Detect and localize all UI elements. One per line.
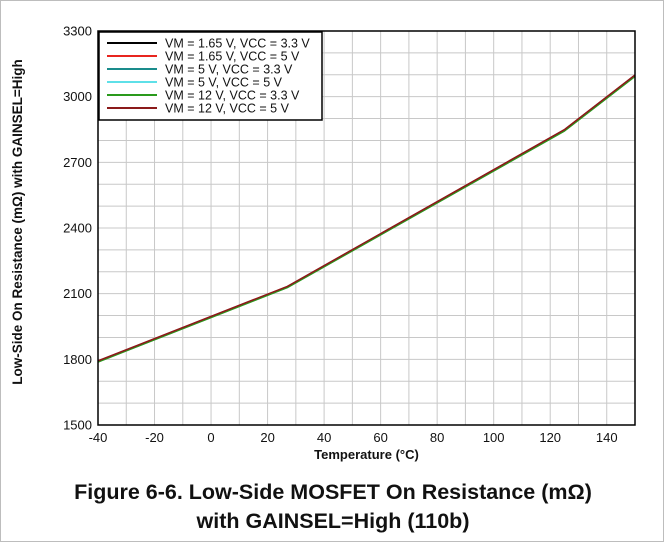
- y-tick-label: 1800: [63, 352, 92, 367]
- x-tick-label: 120: [539, 430, 561, 445]
- figure-caption-line-2: with GAINSEL=High (110b): [196, 509, 470, 533]
- legend-label: VM = 12 V, VCC = 3.3 V: [165, 89, 300, 103]
- y-tick-label: 1500: [63, 418, 92, 433]
- legend-box: [98, 31, 323, 121]
- x-tick-label: 40: [317, 430, 331, 445]
- legend-label: VM = 1.65 V, VCC = 3.3 V: [165, 37, 310, 51]
- series-line-5: [97, 75, 636, 363]
- x-tick-label: 140: [596, 430, 618, 445]
- x-tick-label: 100: [483, 430, 505, 445]
- legend-label: VM = 5 V, VCC = 5 V: [165, 76, 283, 90]
- x-tick-label: 80: [430, 430, 444, 445]
- legend-label: VM = 5 V, VCC = 3.3 V: [165, 63, 293, 77]
- plot-border: [97, 30, 636, 426]
- x-tick-label: -20: [145, 430, 164, 445]
- y-tick-label: 3300: [63, 24, 92, 39]
- legend: VM = 1.65 V, VCC = 3.3 VVM = 1.65 V, VCC…: [98, 31, 323, 121]
- y-tick-label: 2400: [63, 221, 92, 236]
- y-tick-label: 2100: [63, 286, 92, 301]
- x-tick-label: 20: [260, 430, 274, 445]
- x-tick-label: 60: [373, 430, 387, 445]
- chart: -40 -20 0 20 40 60 80 100 120 140 1500 1800 2100 2400…: [10, 24, 636, 462]
- x-tick-label: -40: [89, 430, 108, 445]
- y-tick-label: 2700: [63, 155, 92, 170]
- y-tick-label: 3000: [63, 89, 92, 104]
- x-tick-label: 0: [207, 430, 214, 445]
- legend-label: VM = 1.65 V, VCC = 5 V: [165, 50, 300, 64]
- y-axis-label: Low-Side On Resistance (mΩ) with GAINSEL…: [10, 59, 25, 384]
- figure-caption-line-1: Figure 6-6. Low-Side MOSFET On Resistanc…: [74, 480, 592, 504]
- series-group: [97, 74, 636, 363]
- legend-label: VM = 12 V, VCC = 5 V: [165, 102, 290, 116]
- x-axis-label: Temperature (°C): [314, 447, 419, 462]
- series-line-6: [97, 74, 636, 362]
